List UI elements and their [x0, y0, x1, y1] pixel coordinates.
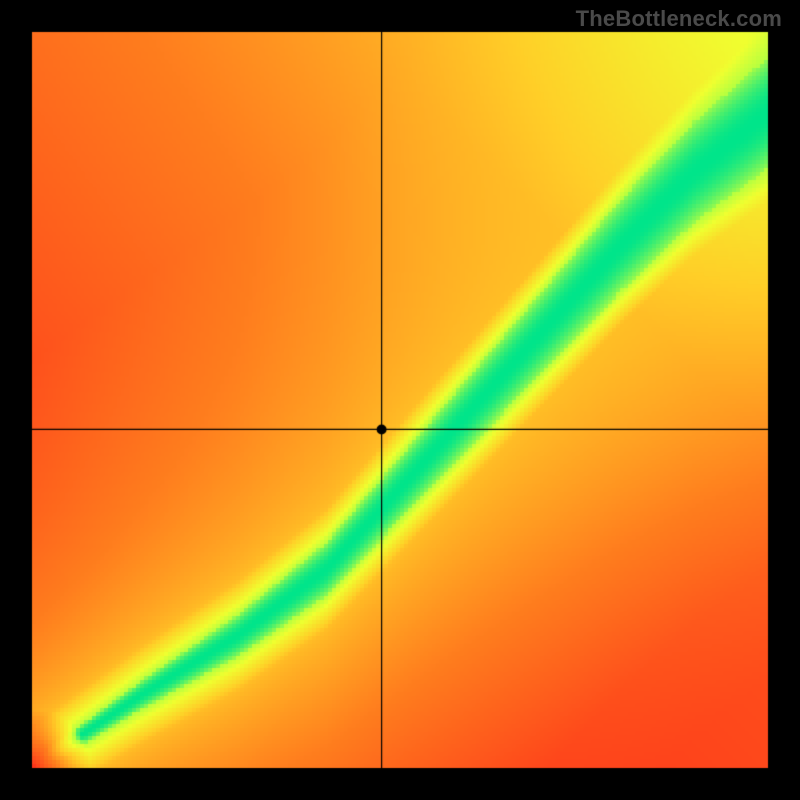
bottleneck-heatmap-canvas: [0, 0, 800, 800]
watermark-text: TheBottleneck.com: [576, 6, 782, 32]
chart-container: TheBottleneck.com: [0, 0, 800, 800]
